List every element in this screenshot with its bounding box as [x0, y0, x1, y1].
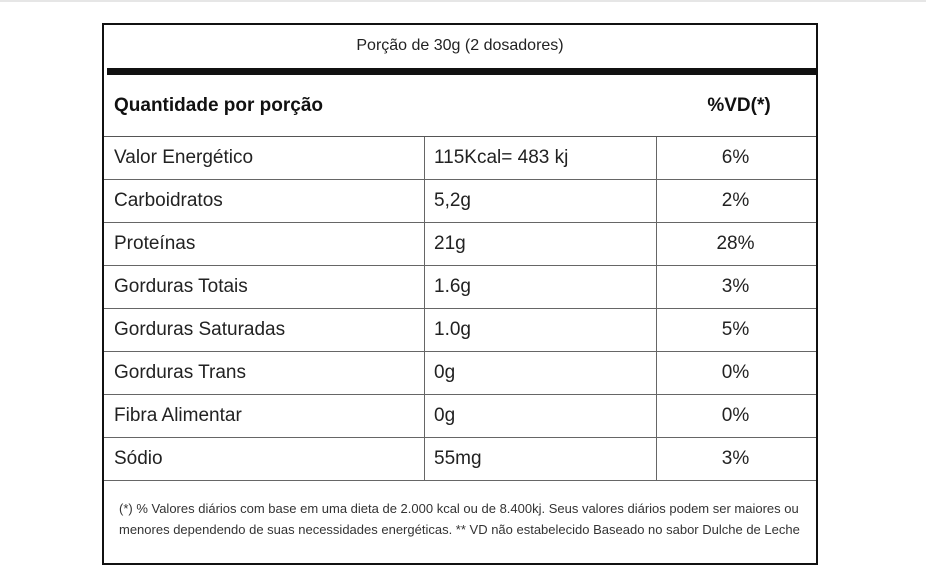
nutrient-daily-value: 6% [721, 147, 750, 168]
nutrient-name: Gorduras Saturadas [104, 309, 425, 351]
nutrient-name: Gorduras Totais [104, 266, 425, 308]
table-header: Quantidade por porção %VD(*) [104, 75, 816, 137]
nutrient-daily-value: 28% [716, 233, 755, 254]
nutrient-amount: 55mg [425, 438, 657, 480]
nutrient-amount: 5,2g [425, 180, 657, 222]
nutrient-amount: 1.6g [425, 266, 657, 308]
table-row: Gorduras Saturadas 1.0g 5% [104, 309, 816, 352]
serving-size: Porção de 30g (2 dosadores) [356, 37, 564, 54]
table-row: Gorduras Totais 1.6g 3% [104, 266, 816, 309]
nutrient-amount: 1.0g [425, 309, 657, 351]
nutrient-name: Valor Energético [104, 137, 425, 179]
nutrient-daily-value: 0% [721, 362, 750, 383]
table-row: Sódio 55mg 3% [104, 438, 816, 481]
nutrient-name: Gorduras Trans [104, 352, 425, 394]
table-row: Carboidratos 5,2g 2% [104, 180, 816, 223]
nutrient-amount: 115Kcal= 483 kj [425, 137, 657, 179]
footnote: (*) % Valores diários com base em uma di… [119, 501, 800, 537]
nutrient-name: Fibra Alimentar [104, 395, 425, 437]
table-row: Valor Energético 115Kcal= 483 kj 6% [104, 137, 816, 180]
nutrient-rows: Valor Energético 115Kcal= 483 kj 6% Carb… [104, 137, 816, 481]
nutrient-daily-value: 5% [721, 319, 750, 340]
nutrition-facts-table: Porção de 30g (2 dosadores) Quantidade p… [102, 23, 818, 565]
nutrient-daily-value: 3% [721, 276, 750, 297]
header-daily-value: %VD(*) [707, 94, 771, 116]
nutrient-name: Sódio [104, 438, 425, 480]
nutrient-daily-value: 2% [721, 190, 750, 211]
nutrient-daily-value: 0% [721, 405, 750, 426]
thick-divider [107, 68, 817, 75]
nutrient-daily-value: 3% [721, 448, 750, 469]
nutrient-amount: 0g [425, 352, 657, 394]
nutrient-amount: 0g [425, 395, 657, 437]
table-row: Gorduras Trans 0g 0% [104, 352, 816, 395]
nutrient-name: Proteínas [104, 223, 425, 265]
table-row: Proteínas 21g 28% [104, 223, 816, 266]
table-row: Fibra Alimentar 0g 0% [104, 395, 816, 438]
nutrient-amount: 21g [425, 223, 657, 265]
nutrient-name: Carboidratos [104, 180, 425, 222]
page-top-divider [0, 0, 926, 2]
header-quantity: Quantidade por porção [114, 94, 324, 116]
